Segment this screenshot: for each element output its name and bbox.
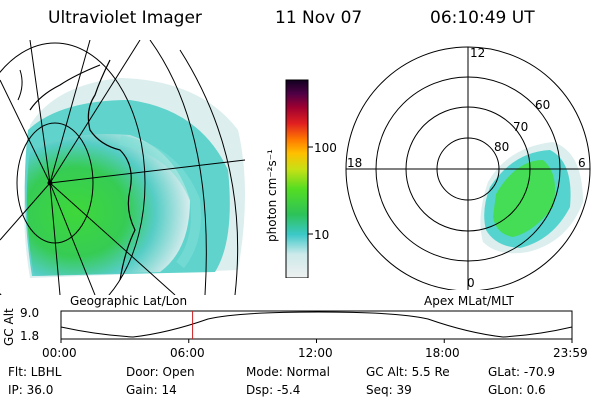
status-flt: Flt: LBHL: [8, 365, 62, 379]
colorbar-unit-label: photon cm⁻²s⁻¹: [265, 149, 279, 242]
x-tick-2359: 23:59: [553, 346, 588, 360]
status-gcalt: GC Alt: 5.5 Re: [366, 365, 450, 379]
colorbar: [285, 79, 313, 278]
status-mode: Mode: Normal: [246, 365, 330, 379]
mlt-label-18: 18: [347, 156, 363, 170]
apex-caption: Apex MLat/MLT: [424, 294, 514, 308]
geographic-image: [0, 40, 246, 295]
lat-label-80: 80: [494, 140, 510, 154]
colorbar-tick-10: 10: [314, 228, 330, 242]
status-ip: IP: 36.0: [8, 383, 54, 397]
mlt-label-0: 0: [467, 276, 475, 290]
status-glat: GLat: -70.9: [488, 365, 555, 379]
x-tick-0600: 06:00: [170, 346, 205, 360]
app-title: Ultraviolet Imager: [48, 8, 202, 28]
x-tick-1200: 12:00: [298, 346, 333, 360]
timeline-y-top: 9.0: [20, 306, 40, 320]
time-label: 06:10:49 UT: [430, 8, 535, 28]
geographic-caption: Geographic Lat/Lon: [70, 294, 188, 308]
x-tick-0000: 00:00: [42, 346, 77, 360]
altitude-timeline: [60, 310, 573, 343]
timeline-ylabel: GC Alt: [2, 308, 16, 346]
status-dsp: Dsp: -5.4: [246, 383, 301, 397]
colorbar-tick-100: 100: [314, 141, 337, 155]
date-label: 11 Nov 07: [275, 8, 363, 28]
status-seq: Seq: 39: [366, 383, 412, 397]
lat-label-70: 70: [513, 120, 529, 134]
x-tick-1800: 18:00: [425, 346, 460, 360]
timeline-y-bottom: 1.8: [20, 329, 40, 343]
status-glon: GLon: 0.6: [488, 383, 546, 397]
status-gain: Gain: 14: [126, 383, 177, 397]
mlt-label-12: 12: [470, 46, 486, 60]
mlt-label-6: 6: [578, 156, 586, 170]
lat-label-60: 60: [535, 98, 551, 112]
status-door: Door: Open: [126, 365, 195, 379]
polar-image: [345, 46, 591, 290]
